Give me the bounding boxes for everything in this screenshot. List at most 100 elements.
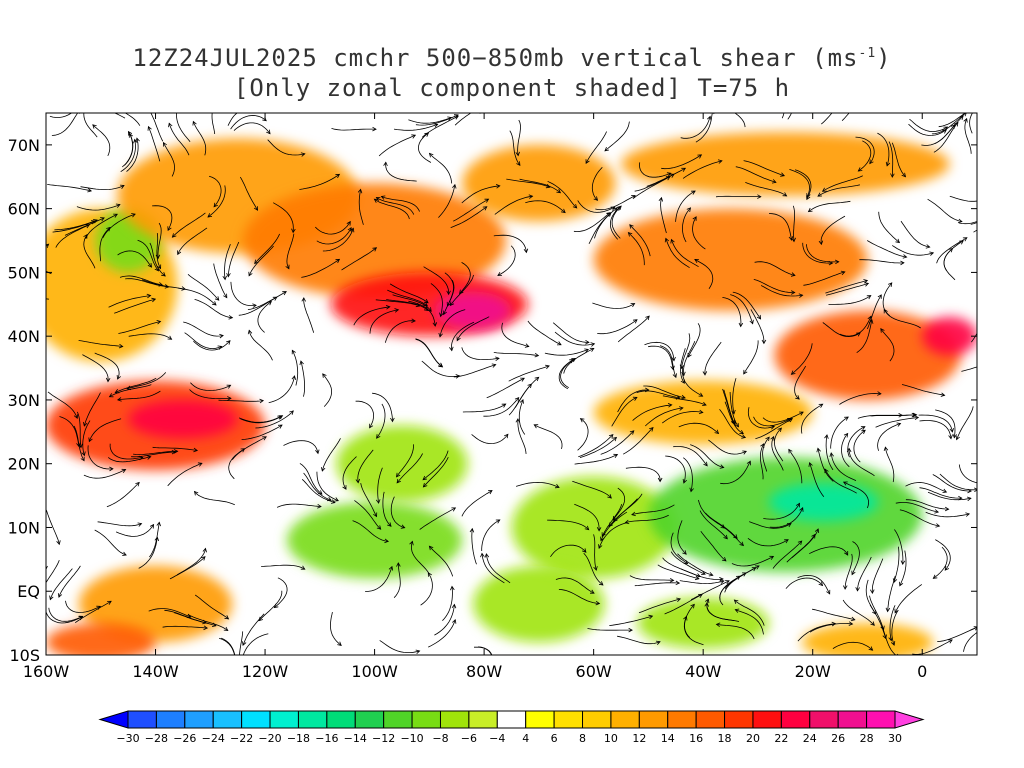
streamline bbox=[830, 416, 849, 449]
streamline-arrowhead bbox=[821, 187, 827, 192]
streamline-arrowhead bbox=[861, 429, 866, 435]
streamline bbox=[230, 115, 267, 130]
streamline-arrowhead bbox=[671, 356, 676, 362]
streamline-arrowhead bbox=[828, 260, 834, 266]
streamline bbox=[248, 245, 274, 276]
streamline bbox=[218, 637, 235, 655]
streamline-arrowhead bbox=[226, 340, 231, 345]
streamline bbox=[841, 113, 850, 121]
streamline-arrowhead bbox=[645, 387, 650, 393]
streamline bbox=[88, 418, 122, 442]
streamline bbox=[187, 273, 220, 301]
lat-tick-label: 10S bbox=[9, 646, 40, 665]
streamline-arrowhead bbox=[105, 377, 111, 383]
lat-tick-label: 50N bbox=[8, 263, 40, 282]
colorbar-label: 20 bbox=[746, 732, 760, 745]
streamline-arrowhead bbox=[733, 599, 739, 604]
streamline-arrowhead bbox=[817, 192, 823, 197]
streamline-arrowhead bbox=[730, 419, 735, 425]
streamline bbox=[661, 411, 703, 424]
streamline bbox=[254, 233, 280, 264]
colorbar-box bbox=[439, 710, 470, 729]
streamline bbox=[893, 546, 900, 583]
streamline-arrowhead bbox=[147, 263, 152, 268]
streamline bbox=[706, 598, 735, 621]
streamline bbox=[797, 623, 836, 642]
streamline bbox=[932, 474, 972, 492]
streamline bbox=[378, 134, 416, 157]
streamline-arrowhead bbox=[901, 172, 907, 178]
streamline bbox=[610, 206, 621, 240]
streamline bbox=[421, 360, 460, 377]
streamline bbox=[817, 448, 834, 482]
streamline-arrowhead bbox=[681, 167, 687, 172]
streamline-arrowhead bbox=[300, 565, 306, 570]
streamline bbox=[390, 496, 405, 529]
streamline-arrowhead bbox=[515, 418, 521, 423]
streamline bbox=[762, 411, 804, 423]
streamline bbox=[230, 281, 257, 306]
streamline bbox=[164, 609, 207, 624]
streamline-arrowhead bbox=[137, 522, 143, 527]
streamline-arrowhead bbox=[456, 336, 461, 342]
streamline-arrowhead bbox=[523, 248, 529, 254]
streamline bbox=[190, 382, 231, 391]
streamline-arrowhead bbox=[482, 206, 488, 211]
streamline-arrowhead bbox=[495, 519, 501, 524]
streamline-arrowhead bbox=[154, 266, 160, 272]
streamline-arrowhead bbox=[966, 496, 972, 502]
streamline bbox=[316, 471, 339, 502]
streamline bbox=[878, 211, 900, 243]
streamline-arrowhead bbox=[87, 187, 93, 193]
streamline-arrowhead bbox=[428, 545, 434, 551]
streamline-arrowhead bbox=[607, 494, 612, 499]
streamline-arrowhead bbox=[593, 566, 598, 571]
streamline-arrowhead bbox=[834, 259, 840, 265]
streamline bbox=[597, 319, 638, 335]
streamline bbox=[194, 299, 233, 319]
streamline bbox=[450, 206, 488, 228]
streamline-arrowhead bbox=[585, 159, 590, 165]
streamline bbox=[117, 250, 152, 268]
streamline bbox=[172, 212, 206, 238]
streamline-arrowhead bbox=[167, 226, 172, 232]
streamline bbox=[51, 113, 79, 136]
streamline-arrowhead bbox=[266, 129, 271, 135]
streamline bbox=[108, 295, 151, 308]
streamline bbox=[126, 138, 139, 172]
streamline bbox=[525, 200, 566, 213]
streamline-arrowhead bbox=[116, 397, 122, 402]
streamline-arrowhead bbox=[869, 589, 875, 595]
streamline bbox=[168, 123, 190, 156]
streamline bbox=[847, 426, 866, 458]
streamline-arrowhead bbox=[782, 192, 788, 197]
streamline bbox=[895, 502, 939, 513]
shear-region-20 bbox=[768, 482, 879, 522]
streamline-arrowhead bbox=[649, 426, 654, 432]
colorbar-label: 6 bbox=[551, 732, 558, 745]
streamline bbox=[694, 259, 714, 290]
streamline-arrowhead bbox=[786, 418, 792, 423]
streamline-arrowhead bbox=[207, 213, 213, 218]
streamline bbox=[227, 113, 238, 126]
streamline-arrowhead bbox=[203, 625, 209, 631]
streamline-arrowhead bbox=[300, 152, 306, 157]
streamline bbox=[604, 121, 630, 152]
streamline bbox=[803, 271, 845, 286]
colorbar-box bbox=[326, 710, 356, 729]
streamline-arrowhead bbox=[681, 394, 686, 400]
streamline bbox=[856, 319, 873, 354]
streamline bbox=[187, 614, 229, 631]
streamline bbox=[720, 461, 751, 485]
shear-region-18 bbox=[511, 476, 676, 579]
streamline-arrowhead bbox=[46, 243, 50, 249]
streamline bbox=[544, 349, 589, 356]
streamline-arrowhead bbox=[608, 433, 614, 439]
lon-tick-label: 20W bbox=[795, 662, 831, 681]
streamline bbox=[732, 291, 761, 320]
streamline-arrowhead bbox=[146, 455, 152, 460]
streamline-arrowhead bbox=[495, 356, 500, 362]
streamline bbox=[175, 113, 191, 143]
streamline bbox=[315, 221, 351, 235]
colorbar-label: 4 bbox=[522, 732, 529, 745]
